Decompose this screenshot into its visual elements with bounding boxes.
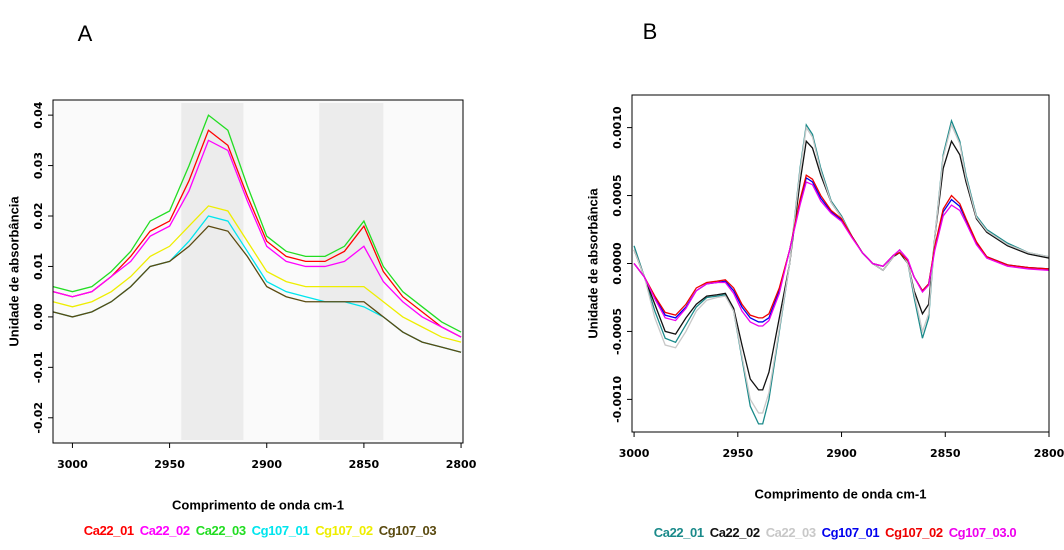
spectrum-line bbox=[633, 174, 1050, 319]
y-tick-label: 0.03 bbox=[32, 152, 45, 179]
y-tick-label: 0.04 bbox=[32, 101, 45, 128]
y-tick-label: 0.02 bbox=[32, 202, 45, 229]
x-tick-label: 2850 bbox=[930, 447, 961, 460]
x-tick-label: 3000 bbox=[619, 447, 650, 460]
spectrum-line bbox=[52, 139, 462, 338]
x-tick-label: 3000 bbox=[57, 458, 88, 471]
x-tick-label: 2900 bbox=[251, 458, 282, 471]
legend-entry: Cg107_03 bbox=[378, 523, 437, 538]
spectrum-line bbox=[52, 205, 462, 343]
legend-entry: Cg107_01 bbox=[251, 523, 310, 538]
y-tick-label: 0.0010 bbox=[611, 106, 624, 149]
x-tick-label: 2850 bbox=[349, 458, 380, 471]
legend-entry: Ca22_01 bbox=[83, 523, 134, 538]
legend-entry: Ca22_03 bbox=[195, 523, 246, 538]
y-axis-label: Unidade de absorbância bbox=[585, 188, 600, 339]
legend-entry: Cg107_01 bbox=[821, 525, 880, 540]
plot-border bbox=[52, 99, 464, 444]
y-tick-label: -0.02 bbox=[32, 402, 45, 434]
highlight-band bbox=[181, 103, 244, 440]
y-tick-label: -0.01 bbox=[32, 351, 45, 383]
legend-entry: Ca22_02 bbox=[139, 523, 190, 538]
spectrum-line bbox=[633, 122, 1050, 414]
panel-title: A bbox=[78, 21, 93, 46]
x-tick-label: 2950 bbox=[154, 458, 185, 471]
plot-border bbox=[631, 94, 1050, 433]
spectrum-line bbox=[52, 129, 462, 338]
spectrum-line bbox=[633, 181, 1050, 327]
legend-entry: Cg107_02 bbox=[315, 523, 373, 538]
x-tick-label: 2800 bbox=[446, 458, 477, 471]
legend-entry: Ca22_03 bbox=[765, 525, 816, 540]
y-axis-label: Unidade de absorbância bbox=[6, 196, 21, 347]
y-tick-label: 0.0005 bbox=[611, 174, 624, 216]
legend: Ca22_01 Ca22_02 Ca22_03 Cg107_01 Cg107_02 Cg1… bbox=[40, 523, 480, 538]
x-tick-label: 2950 bbox=[722, 447, 753, 460]
legend-entry: Ca22_02 bbox=[709, 525, 760, 540]
y-tick-label: 0.01 bbox=[32, 253, 45, 280]
plot-frame bbox=[632, 95, 1049, 432]
legend-entry: Cg107_02 bbox=[885, 525, 943, 540]
x-axis-label: Comprimento de onda cm-1 bbox=[755, 486, 927, 501]
x-tick-label: 2800 bbox=[1034, 447, 1064, 460]
y-tick-label: 0.00 bbox=[32, 303, 45, 330]
panel-title: B bbox=[643, 19, 658, 44]
y-tick-label: 0.0000 bbox=[611, 242, 624, 285]
legend: Ca22_01 Ca22_02 Ca22_03 Cg107_01 Cg107_02 Cg1… bbox=[600, 525, 1064, 540]
highlight-band bbox=[319, 103, 384, 440]
y-tick-label: -0.0010 bbox=[611, 376, 624, 423]
plot-frame bbox=[53, 100, 463, 443]
x-axis-label: Comprimento de onda cm-1 bbox=[172, 497, 344, 512]
spectrum-line bbox=[52, 225, 462, 353]
legend-entry: Cg107_03.0 bbox=[948, 525, 1017, 540]
spectrum-line bbox=[52, 114, 462, 333]
y-tick-label: -0.0005 bbox=[611, 308, 624, 355]
x-tick-label: 2900 bbox=[826, 447, 857, 460]
legend-entry: Ca22_01 bbox=[653, 525, 704, 540]
